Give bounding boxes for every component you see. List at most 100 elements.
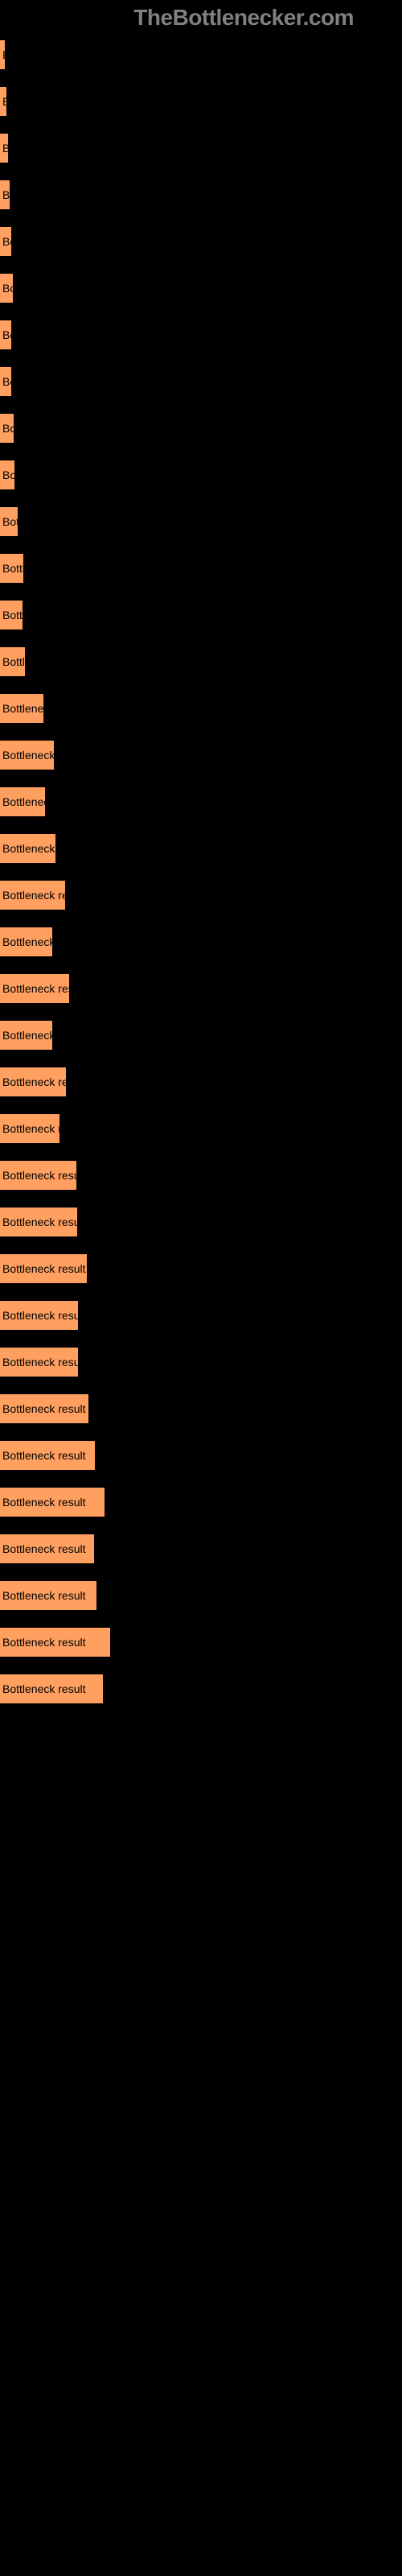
bar-label: Bottleneck result — [2, 749, 54, 762]
bar-label: Bottleneck result — [2, 842, 55, 855]
bar-label: Bottleneck result — [2, 188, 10, 201]
bar-row: Bottleneck result — [0, 460, 402, 489]
bar-row: Bottleneck result — [0, 1208, 402, 1236]
bar: Bottleneck result — [0, 1161, 76, 1190]
bar-label: Bottleneck result — [2, 935, 52, 948]
bar-row: Bottleneck result — [0, 1628, 402, 1657]
bar-label: Bottleneck result — [2, 1496, 86, 1509]
bar: Bottleneck result — [0, 787, 45, 816]
bar-row: Bottleneck result — [0, 1488, 402, 1517]
bar: Bottleneck result — [0, 507, 18, 536]
bar-label: Bottleneck result — [2, 515, 18, 528]
bar: Bottleneck result — [0, 134, 8, 163]
bar: Bottleneck result — [0, 881, 65, 910]
bar: Bottleneck result — [0, 1114, 59, 1143]
bar: Bottleneck result — [0, 601, 23, 630]
bar: Bottleneck result — [0, 274, 13, 303]
bar-label: Bottleneck result — [2, 889, 65, 902]
bar: Bottleneck result — [0, 1348, 78, 1377]
bar-row: Bottleneck result — [0, 367, 402, 396]
bar-row: Bottleneck result — [0, 414, 402, 443]
bar: Bottleneck result — [0, 1441, 95, 1470]
bar-label: Bottleneck result — [2, 48, 5, 61]
bar: Bottleneck result — [0, 1394, 88, 1423]
bar: Bottleneck result — [0, 414, 14, 443]
bar-label: Bottleneck result — [2, 1169, 76, 1182]
bar-row: Bottleneck result — [0, 87, 402, 116]
bar: Bottleneck result — [0, 1208, 77, 1236]
bar-row: Bottleneck result — [0, 1581, 402, 1610]
bar: Bottleneck result — [0, 1021, 52, 1050]
bar: Bottleneck result — [0, 1534, 94, 1563]
bar-row: Bottleneck result — [0, 1348, 402, 1377]
bar-row: Bottleneck result — [0, 227, 402, 256]
bar-label: Bottleneck result — [2, 655, 25, 668]
bar-row: Bottleneck result — [0, 974, 402, 1003]
bar: Bottleneck result — [0, 1488, 105, 1517]
bar-row: Bottleneck result — [0, 1161, 402, 1190]
bar-row: Bottleneck result — [0, 1114, 402, 1143]
bar-row: Bottleneck result — [0, 554, 402, 583]
bar: Bottleneck result — [0, 834, 55, 863]
bar-row: Bottleneck result — [0, 1441, 402, 1470]
bar-label: Bottleneck result — [2, 1262, 86, 1275]
bar-row: Bottleneck result — [0, 647, 402, 676]
watermark-text: TheBottlenecker.com — [133, 5, 354, 31]
bar-label: Bottleneck result — [2, 1449, 86, 1462]
bar-row: Bottleneck result — [0, 1534, 402, 1563]
bar-label: Bottleneck result — [2, 982, 69, 995]
bar-label: Bottleneck result — [2, 1402, 86, 1415]
bar-row: Bottleneck result — [0, 1301, 402, 1330]
bar: Bottleneck result — [0, 320, 11, 349]
bar-label: Bottleneck result — [2, 1216, 77, 1228]
bar-row: Bottleneck result — [0, 180, 402, 209]
bar: Bottleneck result — [0, 554, 23, 583]
bar-label: Bottleneck result — [2, 142, 8, 155]
bar-row: Bottleneck result — [0, 601, 402, 630]
bar-label: Bottleneck result — [2, 702, 43, 715]
bar: Bottleneck result — [0, 694, 43, 723]
bar-label: Bottleneck result — [2, 1542, 86, 1555]
bar-row: Bottleneck result — [0, 1254, 402, 1283]
bar: Bottleneck result — [0, 741, 54, 770]
bar: Bottleneck result — [0, 1674, 103, 1703]
bar-row: Bottleneck result — [0, 1067, 402, 1096]
bar-chart: Bottleneck result Bottleneck result Bottle… — [0, 0, 402, 1703]
bar-row: Bottleneck result — [0, 274, 402, 303]
bar-row: Bottleneck result — [0, 694, 402, 723]
bar-row: Bottleneck result — [0, 507, 402, 536]
bar: Bottleneck result — [0, 180, 10, 209]
bar-row: Bottleneck result — [0, 834, 402, 863]
bar-label: Bottleneck result — [2, 795, 45, 808]
bar: Bottleneck result — [0, 1254, 87, 1283]
bar: Bottleneck result — [0, 1581, 96, 1610]
bar-row: Bottleneck result — [0, 1674, 402, 1703]
bar-label: Bottleneck result — [2, 95, 6, 108]
bar: Bottleneck result — [0, 367, 11, 396]
bar-label: Bottleneck result — [2, 562, 23, 575]
bar-label: Bottleneck result — [2, 1029, 52, 1042]
bar-label: Bottleneck result — [2, 328, 11, 341]
bar: Bottleneck result — [0, 974, 69, 1003]
bar-label: Bottleneck result — [2, 1309, 78, 1322]
bar: Bottleneck result — [0, 460, 14, 489]
bar: Bottleneck result — [0, 1067, 66, 1096]
bar-row: Bottleneck result — [0, 40, 402, 69]
bar: Bottleneck result — [0, 40, 5, 69]
bar-label: Bottleneck result — [2, 1075, 66, 1088]
bar-row: Bottleneck result — [0, 134, 402, 163]
bar-label: Bottleneck result — [2, 1356, 78, 1368]
bar-label: Bottleneck result — [2, 1682, 86, 1695]
bar: Bottleneck result — [0, 1628, 110, 1657]
bar-row: Bottleneck result — [0, 787, 402, 816]
bar-label: Bottleneck result — [2, 235, 11, 248]
bar: Bottleneck result — [0, 87, 6, 116]
bar: Bottleneck result — [0, 927, 52, 956]
bar-row: Bottleneck result — [0, 741, 402, 770]
bar-row: Bottleneck result — [0, 320, 402, 349]
bar-label: Bottleneck result — [2, 469, 14, 481]
bar-label: Bottleneck result — [2, 1122, 59, 1135]
bar-row: Bottleneck result — [0, 1021, 402, 1050]
bar-row: Bottleneck result — [0, 1394, 402, 1423]
bar-label: Bottleneck result — [2, 282, 13, 295]
